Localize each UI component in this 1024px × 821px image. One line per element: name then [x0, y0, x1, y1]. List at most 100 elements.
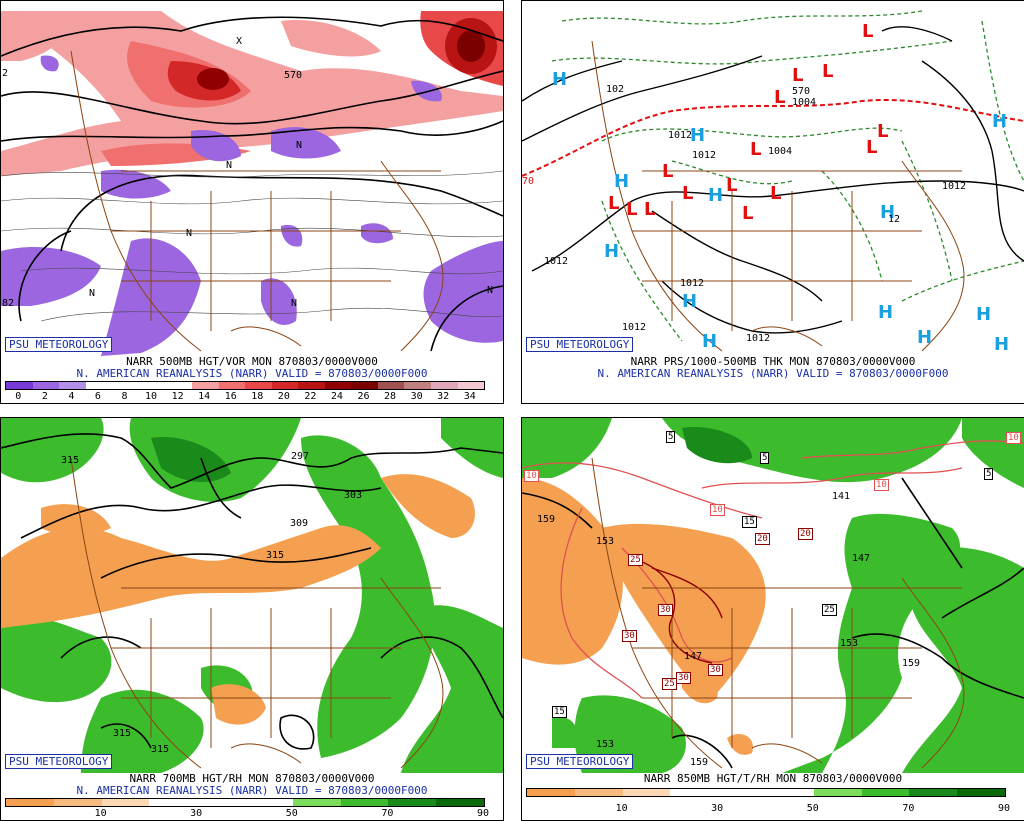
p1-vort-label: N [226, 160, 233, 171]
colorbar-swatch [112, 382, 139, 389]
colorbar-tick-label: 22 [304, 391, 317, 402]
colorbar-swatch [191, 382, 219, 389]
colorbar-swatch [197, 799, 245, 806]
colorbar-tick-label: 14 [198, 391, 211, 402]
p4-temp-label: 5 [666, 431, 676, 443]
high-pressure-icon: H [614, 171, 630, 192]
colorbar-tick-label: 10 [94, 808, 107, 819]
p1-vort-label: X [236, 36, 243, 47]
low-pressure-icon: L [726, 175, 738, 196]
low-pressure-icon: L [662, 161, 674, 182]
colorbar-tick-label: 28 [384, 391, 397, 402]
p4-caption-title: NARR 850MB HGT/T/RH MON 870803/0000V000 [643, 772, 903, 785]
p4-height-label: 159 [690, 757, 709, 768]
p1-vort-label: N [186, 228, 193, 239]
colorbar-swatch [436, 799, 484, 806]
p3-colorbar-ticks: 10 30 50 70 90 [1, 808, 503, 820]
panel-700mb-rh: 315 297 303 309 315 315 315 PSU METEOROL… [0, 417, 504, 821]
low-pressure-icon: L [877, 121, 889, 142]
colorbar-tick-label: 34 [463, 391, 476, 402]
colorbar-swatch [59, 382, 86, 389]
colorbar-swatch [32, 382, 60, 389]
p1-colorbar [5, 381, 485, 390]
p4-temp-label: 10 [1006, 432, 1021, 444]
p3-caption-title: NARR 700MB HGT/RH MON 870803/0000V000 [129, 772, 375, 785]
colorbar-tick-label: 6 [94, 391, 101, 402]
p4-temp-label: 5 [984, 468, 994, 480]
p4-height-label: 153 [596, 536, 615, 547]
p1-vort-label: N [487, 285, 494, 296]
colorbar-swatch [670, 789, 719, 796]
p1-caption-valid: N. AMERICAN REANALYSIS (NARR) VALID = 87… [76, 367, 428, 380]
p3-colorbar [5, 798, 485, 807]
low-pressure-icon: L [822, 61, 834, 82]
colorbar-swatch [404, 382, 431, 389]
colorbar-swatch [861, 789, 910, 796]
colorbar-tick-label: 0 [15, 391, 22, 402]
p3-height-label: 315 [266, 550, 285, 561]
p2-isobar-label: 1012 [746, 333, 771, 344]
map-850mb-temp-rh [522, 418, 1024, 773]
high-pressure-icon: H [604, 241, 620, 262]
colorbar-tick-label: 70 [381, 808, 394, 819]
colorbar-swatch [149, 799, 198, 806]
colorbar-swatch [574, 789, 623, 796]
colorbar-tick-label: 10 [615, 803, 628, 814]
colorbar-swatch [340, 799, 389, 806]
p4-temp-label: 30 [708, 664, 723, 676]
map-pressure-thickness [522, 1, 1024, 356]
low-pressure-icon: L [742, 203, 754, 224]
p4-temp-label: 10 [524, 470, 539, 482]
colorbar-swatch [622, 789, 671, 796]
colorbar-tick-label: 70 [902, 803, 915, 814]
high-pressure-icon: H [994, 334, 1010, 355]
colorbar-swatch [53, 799, 102, 806]
low-pressure-icon: L [862, 21, 874, 42]
p4-temp-label: 30 [676, 672, 691, 684]
p4-height-label: 147 [852, 553, 871, 564]
colorbar-swatch [813, 789, 862, 796]
p4-temp-label: 30 [658, 604, 673, 616]
colorbar-swatch [388, 799, 437, 806]
p2-caption-title: NARR PRS/1000-500MB THK MON 870803/0000V… [630, 355, 916, 368]
colorbar-tick-label: 50 [806, 803, 819, 814]
colorbar-tick-label: 30 [711, 803, 724, 814]
p1-vort-label: N [296, 140, 303, 151]
p3-height-label: 297 [291, 451, 310, 462]
colorbar-tick-label: 24 [330, 391, 343, 402]
high-pressure-icon: H [690, 125, 706, 146]
p2-isobar-label: 1004 [768, 146, 793, 157]
p2-isobar-label: 1004 [792, 97, 817, 108]
p4-temp-label: 25 [628, 554, 643, 566]
p4-temp-label: 10 [874, 479, 889, 491]
colorbar-swatch [718, 789, 766, 796]
colorbar-swatch [765, 789, 814, 796]
p4-temp-label: 10 [710, 504, 725, 516]
colorbar-swatch [245, 382, 272, 389]
panel-pressure-thickness: H H H H H H H H H H H H H L L L L L L L … [521, 0, 1024, 404]
colorbar-tick-label: 90 [476, 808, 490, 819]
p2-isobar-label: 1012 [680, 278, 705, 289]
p1-contour-label-82: 82 [2, 298, 15, 309]
p4-height-label: 153 [840, 638, 859, 649]
low-pressure-icon: L [866, 137, 878, 158]
p3-caption-valid: N. AMERICAN REANALYSIS (NARR) VALID = 87… [76, 784, 428, 797]
colorbar-swatch [6, 382, 33, 389]
low-pressure-icon: L [770, 183, 782, 204]
p4-height-label: 159 [537, 514, 556, 525]
low-pressure-icon: L [750, 139, 762, 160]
psu-meteorology-badge: PSU METEOROLOGY [5, 337, 113, 352]
colorbar-tick-label: 20 [277, 391, 290, 402]
low-pressure-icon: L [774, 87, 786, 108]
p2-thickness-label: 570 [792, 86, 811, 97]
colorbar-tick-label: 4 [68, 391, 75, 402]
high-pressure-icon: H [992, 111, 1008, 132]
colorbar-swatch [85, 382, 113, 389]
colorbar-tick-label: 16 [224, 391, 237, 402]
high-pressure-icon: H [880, 202, 896, 223]
map-700mb-rh [1, 418, 503, 773]
colorbar-swatch [101, 799, 150, 806]
p2-isobar-label: 1012 [544, 256, 569, 267]
high-pressure-icon: H [702, 331, 718, 352]
colorbar-tick-label: 12 [171, 391, 184, 402]
